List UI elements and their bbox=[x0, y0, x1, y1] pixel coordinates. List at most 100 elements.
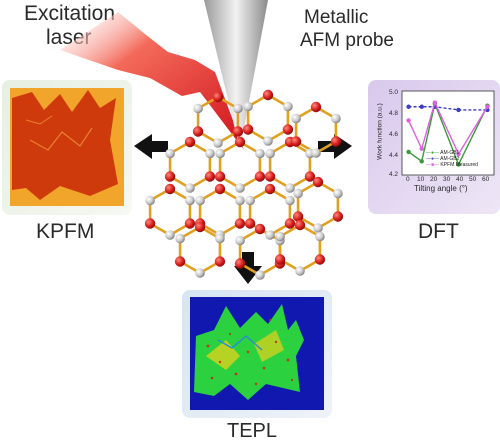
atom-gray bbox=[213, 138, 223, 148]
atom-red bbox=[330, 136, 342, 147]
atom-gray bbox=[235, 195, 245, 206]
atom-gray bbox=[333, 188, 343, 199]
atom-gray bbox=[283, 101, 293, 112]
atom-red bbox=[212, 91, 224, 103]
atom-red bbox=[264, 171, 276, 182]
tepl-label: TEPL bbox=[227, 420, 278, 442]
atom-red bbox=[164, 171, 176, 182]
dft-xtick: 60 bbox=[482, 176, 490, 183]
dft-data-point bbox=[456, 151, 461, 157]
dft-legend-label: KPFM Measured bbox=[440, 162, 478, 168]
atom-gray bbox=[193, 103, 203, 114]
atom-gray bbox=[165, 230, 175, 240]
dft-ytick: 4.6 bbox=[389, 131, 399, 138]
atom-gray bbox=[195, 268, 205, 278]
atom-red bbox=[312, 176, 324, 188]
atom-red bbox=[294, 219, 306, 231]
atom-red bbox=[242, 124, 254, 135]
atom-gray bbox=[255, 270, 265, 280]
atom-gray bbox=[295, 266, 305, 276]
atom-gray bbox=[331, 113, 341, 124]
dft-series-group bbox=[406, 100, 490, 167]
atom-red bbox=[194, 221, 206, 233]
atom-red bbox=[290, 136, 302, 147]
dft-ytick: 4.2 bbox=[389, 171, 399, 178]
dft-data-point bbox=[432, 100, 438, 105]
atom-gray bbox=[145, 195, 155, 206]
dft-legend-label: AM-GB2 bbox=[440, 156, 460, 162]
kpfm-label: KPFM bbox=[36, 220, 95, 243]
atom-gray bbox=[165, 148, 175, 159]
atom-red bbox=[232, 126, 244, 137]
atom-red bbox=[144, 218, 156, 229]
dft-ytick: 4.8 bbox=[389, 110, 399, 117]
dft-data-point bbox=[406, 149, 411, 155]
atom-red bbox=[184, 218, 196, 229]
dft-data-point bbox=[485, 104, 490, 109]
atom-gray bbox=[243, 101, 253, 112]
dft-label: DFT bbox=[418, 220, 459, 243]
atom-gray bbox=[235, 235, 245, 246]
dft-data-point bbox=[406, 104, 411, 109]
atom-red bbox=[254, 171, 266, 182]
dft-xtick: 40 bbox=[456, 176, 464, 183]
atom-gray bbox=[263, 136, 273, 146]
atom-red bbox=[264, 183, 276, 195]
atom-red bbox=[284, 218, 296, 229]
dft-data-point bbox=[456, 162, 461, 167]
dft-ytick: 5.0 bbox=[389, 89, 399, 96]
atom-gray bbox=[265, 148, 275, 159]
arrow-left bbox=[134, 134, 168, 159]
atom-gray bbox=[265, 230, 275, 240]
atom-gray bbox=[215, 233, 225, 244]
dft-xtick: 0 bbox=[406, 176, 410, 183]
atom-gray bbox=[195, 195, 205, 206]
dft-data-point bbox=[419, 104, 424, 109]
afm-probe bbox=[204, 0, 268, 150]
dft-data-point bbox=[419, 146, 424, 151]
dft-xtick: 10 bbox=[417, 176, 425, 183]
kpfm-image bbox=[10, 88, 124, 206]
atom-red bbox=[254, 223, 266, 235]
dft-xtick: 20 bbox=[430, 176, 438, 183]
dft-legend: —●— AM-GB1 —●— AM-GB2 —■— KPFM Measured bbox=[426, 150, 478, 168]
atom-gray bbox=[205, 148, 215, 159]
atom-gray bbox=[315, 231, 325, 242]
atom-gray bbox=[285, 195, 295, 206]
dft-data-point bbox=[419, 159, 424, 164]
atom-red bbox=[192, 126, 204, 137]
atom-red bbox=[310, 101, 322, 113]
atom-red bbox=[304, 171, 316, 182]
atom-gray bbox=[313, 223, 323, 233]
atom-gray bbox=[245, 195, 255, 206]
atom-gray bbox=[185, 195, 195, 206]
atom-gray bbox=[255, 148, 265, 159]
atom-red bbox=[234, 218, 246, 229]
atom-gray bbox=[233, 103, 243, 114]
atom-gray bbox=[215, 148, 225, 159]
atom-red bbox=[332, 211, 344, 222]
tip-glow bbox=[226, 141, 254, 169]
dft-legend-item-1: —●— AM-GB1 bbox=[426, 150, 460, 156]
probe-label-line2: AFM probe bbox=[300, 30, 394, 51]
dft-ytick: 4.4 bbox=[389, 152, 399, 159]
atom-red bbox=[214, 183, 226, 195]
atom-gray bbox=[185, 183, 195, 193]
dft-legend-item-3: —■— KPFM Measured bbox=[426, 162, 478, 168]
atom-red bbox=[184, 136, 196, 148]
molecular-lattice bbox=[144, 89, 344, 280]
laser-beam bbox=[60, 12, 244, 150]
atom-red bbox=[174, 256, 186, 267]
atom-red bbox=[274, 254, 286, 265]
dft-plot-area bbox=[401, 90, 495, 176]
dft-xlabel: Tilting angle (°) bbox=[414, 184, 468, 193]
dft-data-point bbox=[406, 118, 411, 123]
dft-xtick: 30 bbox=[443, 176, 451, 183]
probe-label-line1: Metallic bbox=[304, 7, 369, 28]
atom-red bbox=[234, 258, 246, 269]
atom-red bbox=[234, 136, 246, 148]
tepl-image bbox=[190, 297, 324, 410]
atom-red bbox=[292, 211, 304, 222]
dft-legend-item-2: —●— AM-GB2 bbox=[426, 156, 460, 162]
